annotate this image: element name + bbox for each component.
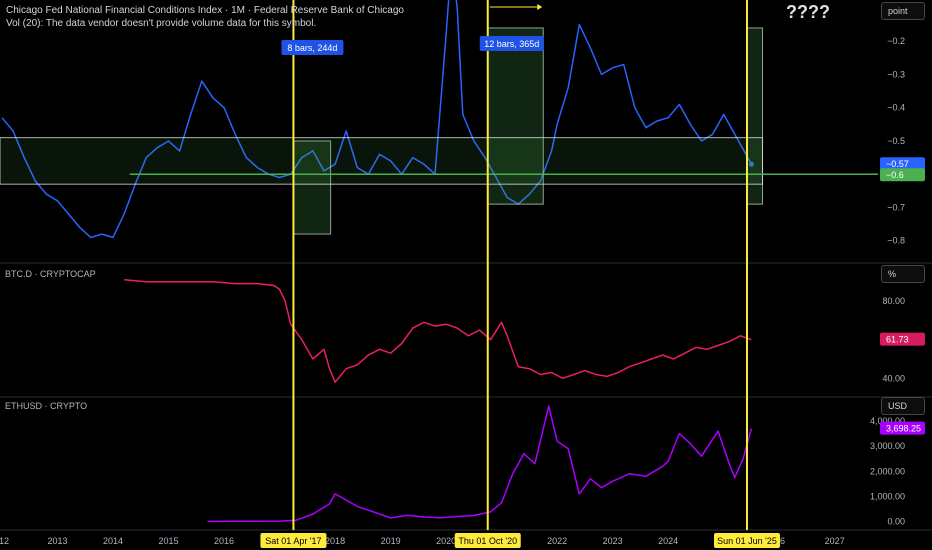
btcd-scale-button[interactable]: %	[881, 265, 925, 283]
time-marker-label: Sun 01 Jun '25	[717, 536, 777, 546]
indicator-legend-title: Chicago Fed National Financial Condition…	[6, 5, 404, 16]
x-tick-label: 2014	[103, 536, 123, 546]
btcd-pane-label: BTC.D · CRYPTOCAP	[5, 269, 96, 279]
drawing-tools-layer[interactable]: 8 bars, 244d 12 bars, 365d	[0, 0, 878, 530]
eth-last-price-label-bg	[880, 421, 925, 435]
time-marker-label: Sat 01 Apr '17	[265, 536, 321, 546]
btcd-last-price-label: 61.73	[886, 335, 909, 345]
nfci-y-tick: −0.7	[887, 202, 905, 212]
x-tick-label: 2018	[325, 536, 345, 546]
x-tick-label: 2016	[214, 536, 234, 546]
eth-y-tick: 0.00	[887, 516, 905, 526]
measure-badge-1	[281, 40, 344, 55]
btcd-last-price-label-bg	[880, 332, 925, 346]
nfci-last-price-label-bg	[880, 157, 925, 171]
x-tick-label: 2013	[47, 536, 67, 546]
eth-y-tick: 1,000.00	[870, 491, 905, 501]
nfci-series-line	[1, 0, 753, 239]
time-marker-2	[454, 533, 521, 548]
btcd-y-tick: 40.00	[882, 373, 905, 383]
eth-series-line	[207, 405, 753, 523]
eth-y-tick: 2,000.00	[870, 466, 905, 476]
x-tick-label: 2023	[603, 536, 623, 546]
nfci-y-tick: −0.4	[887, 103, 905, 113]
horizontal-line-label: −0.6	[886, 170, 904, 180]
eth-y-tick: 4,000.00	[870, 416, 905, 426]
nfci-scale-button[interactable]: point	[881, 2, 925, 20]
time-marker-label: Thu 01 Oct '20	[458, 536, 517, 546]
measure-box-1	[292, 140, 332, 235]
range-band	[0, 137, 764, 185]
eth-pane-label: ETHUSD · CRYPTO	[5, 401, 88, 411]
btcd-y-tick: 80.00	[882, 296, 905, 306]
measure-badge-label: 8 bars, 244d	[287, 43, 337, 53]
nfci-y-tick: −0.3	[887, 69, 905, 79]
horizontal-line-label-bg	[880, 168, 925, 182]
x-tick-label: 12	[0, 536, 9, 546]
x-tick-label: 2019	[381, 536, 401, 546]
nfci-last-point	[748, 161, 754, 167]
x-tick-label: 2020	[436, 536, 456, 546]
x-tick-label: 2024	[658, 536, 678, 546]
axes-layer: −0.2 −0.3 −0.4 −0.5 −0.7 −0.8 80.00 40.00 4,000.…	[0, 36, 925, 548]
btcd-series-line	[124, 278, 752, 383]
question-annotation[interactable]: ????	[786, 2, 830, 22]
nfci-y-tick: −0.8	[887, 236, 905, 246]
eth-last-price-label: 3,698.25	[886, 424, 921, 434]
eth-y-tick: 3,000.00	[870, 441, 905, 451]
range-arrow-head	[537, 4, 543, 10]
volume-legend-note: Vol (20): The data vendor doesn't provid…	[6, 18, 317, 29]
eth-scale-button[interactable]: USD	[881, 397, 925, 415]
time-marker-3	[713, 533, 780, 548]
measure-badge-2	[479, 36, 544, 51]
x-tick-label: 2027	[825, 536, 845, 546]
measure-badge-label: 12 bars, 365d	[484, 39, 539, 49]
x-tick-label: 2015	[159, 536, 179, 546]
x-tick-label: 2022	[547, 536, 567, 546]
time-marker-1	[260, 533, 327, 548]
series-layer	[1, 0, 754, 523]
nfci-last-price-label: −0.57	[886, 159, 909, 169]
nfci-y-tick: −0.5	[887, 136, 905, 146]
nfci-y-tick: −0.2	[887, 36, 905, 46]
